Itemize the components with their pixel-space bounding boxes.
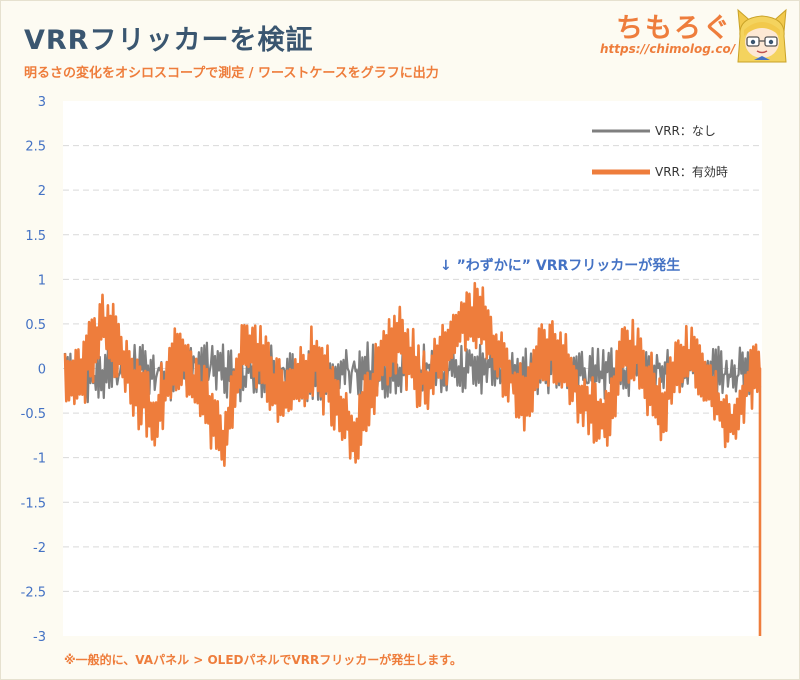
legend-label-vrr-on: VRR：有効時 — [655, 164, 728, 179]
y-tick-label: 1.5 — [25, 229, 46, 244]
legend: VRR：なし VRR：有効時 — [592, 124, 728, 179]
y-tick-label: 1 — [38, 273, 46, 288]
page-title: VRRフリッカーを検証 — [24, 25, 314, 56]
y-tick-label: -2 — [33, 541, 46, 556]
y-tick-label: -3 — [33, 630, 46, 645]
mascot-icon — [737, 8, 787, 63]
y-axis-ticks: 3 2.5 2 1.5 1 0.5 0 -0.5 -1 -1.5 -2 -2.5 -3 — [21, 95, 46, 645]
y-tick-label: 0.5 — [25, 318, 46, 333]
chart-annotation: ↓ ”わずかに” VRRフリッカーが発生 — [440, 257, 680, 274]
y-tick-label: -1.5 — [21, 496, 46, 511]
site-logo: ちもろぐ https://chimolog.co/ — [594, 4, 794, 68]
logo-url: https://chimolog.co/ — [600, 42, 736, 56]
y-tick-label: 2.5 — [25, 140, 46, 155]
series-line-vrr-on — [63, 281, 762, 636]
y-tick-label: -1 — [33, 452, 46, 467]
page-subtitle: 明るさの変化をオシロスコープで測定 / ワーストケースをグラフに出力 — [24, 66, 439, 81]
y-tick-label: 3 — [38, 95, 46, 110]
y-tick-label: 0 — [38, 363, 46, 378]
footnote: ※一般的に、VAパネル > OLEDパネルでVRRフリッカーが発生します。 — [64, 653, 463, 667]
y-tick-label: -2.5 — [21, 585, 46, 600]
legend-label-vrr-off: VRR：なし — [655, 124, 716, 138]
logo-text: ちもろぐ — [616, 13, 732, 44]
y-tick-label: 2 — [38, 184, 46, 199]
y-tick-label: -0.5 — [21, 407, 46, 422]
series-lines — [63, 281, 762, 636]
